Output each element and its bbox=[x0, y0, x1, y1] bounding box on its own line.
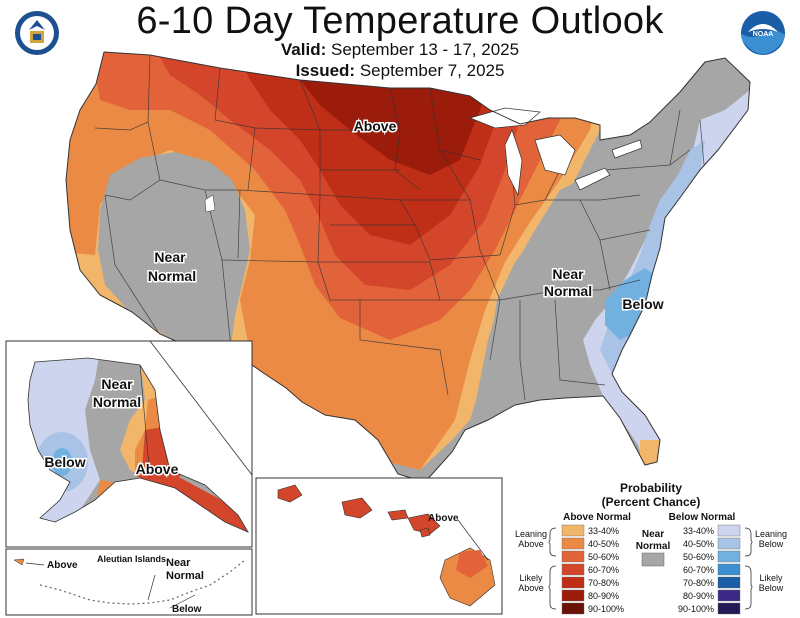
great-lakes bbox=[204, 107, 643, 213]
legend-above-label: 80-90% bbox=[588, 591, 619, 601]
legend-title-2: (Percent Chance) bbox=[602, 495, 701, 509]
label-aleutian-near-1: Near bbox=[166, 557, 191, 569]
legend-below-swatch bbox=[717, 550, 741, 563]
legend-likely-below-2: Below bbox=[759, 583, 784, 593]
commerce-seal-icon bbox=[15, 11, 59, 55]
legend-title-1: Probability bbox=[620, 481, 682, 495]
legend-leaning-below-1: Leaning bbox=[755, 529, 787, 539]
valid-line: Valid: September 13 - 17, 2025 bbox=[0, 40, 800, 60]
label-near-east-2: Normal bbox=[544, 283, 592, 299]
legend-below-swatch bbox=[717, 524, 741, 537]
legend-above-label: 40-50% bbox=[588, 539, 619, 549]
issued-date: September 7, 2025 bbox=[359, 61, 505, 80]
legend-above-label: 70-80% bbox=[588, 578, 619, 588]
valid-label: Valid: bbox=[280, 40, 327, 59]
legend-above-label: 90-100% bbox=[588, 604, 624, 614]
legend-below-label: 80-90% bbox=[683, 591, 714, 601]
legend: Probability (Percent Chance) Above Norma… bbox=[515, 481, 787, 615]
legend-above-swatch bbox=[561, 563, 585, 576]
legend-below-swatch bbox=[717, 537, 741, 550]
label-aleutian-above: Above bbox=[47, 560, 78, 571]
legend-likely-below-1: Likely bbox=[759, 573, 783, 583]
label-below-east: Below bbox=[622, 296, 663, 312]
legend-above-header: Above Normal bbox=[563, 512, 631, 523]
legend-above-swatch bbox=[561, 524, 585, 537]
page-title: 6-10 Day Temperature Outlook bbox=[136, 0, 664, 42]
legend-below-label: 40-50% bbox=[683, 539, 714, 549]
legend-near-header-2: Normal bbox=[636, 541, 671, 552]
legend-above-swatch bbox=[561, 537, 585, 550]
legend-below-swatch bbox=[717, 602, 741, 615]
legend-above-swatches: 33-40% 40-50% 50-60% 60-70% 70-80% 80-90% 90-1… bbox=[561, 524, 624, 615]
label-aleutian-islands: Aleutian Islands bbox=[97, 554, 166, 564]
legend-below-header: Below Normal bbox=[669, 512, 736, 523]
legend-leaning-above-2: Above bbox=[518, 539, 544, 549]
aleutian-inset: Above Aleutian Islands Near Normal Below bbox=[5, 548, 253, 616]
legend-above-swatch bbox=[561, 602, 585, 615]
label-above-north: Above bbox=[354, 118, 397, 134]
label-hawaii-above: Above bbox=[428, 513, 459, 524]
label-aleutian-near-2: Normal bbox=[166, 570, 204, 582]
label-near-west-2: Normal bbox=[148, 268, 196, 284]
legend-below-label: 70-80% bbox=[683, 578, 714, 588]
issued-label: Issued: bbox=[295, 61, 356, 80]
label-near-west-1: Near bbox=[154, 249, 186, 265]
noaa-logo-text: NOAA bbox=[753, 31, 774, 38]
label-alaska-near-2: Normal bbox=[93, 394, 141, 410]
label-aleutian-below: Below bbox=[172, 604, 202, 615]
conus-map bbox=[66, 52, 750, 480]
bracket-leaning-below bbox=[744, 527, 753, 557]
label-near-east-1: Near bbox=[552, 266, 584, 282]
legend-likely-above-1: Likely bbox=[519, 573, 543, 583]
alaska-inset: Near Normal Below Above bbox=[5, 340, 253, 548]
legend-leaning-above-1: Leaning bbox=[515, 529, 547, 539]
legend-below-label: 33-40% bbox=[683, 526, 714, 536]
legend-near-swatch bbox=[641, 552, 665, 567]
label-alaska-below: Below bbox=[44, 454, 85, 470]
legend-below-swatch bbox=[717, 589, 741, 602]
bracket-likely-below bbox=[744, 565, 753, 610]
legend-below-label: 50-60% bbox=[683, 552, 714, 562]
legend-below-label: 90-100% bbox=[678, 604, 714, 614]
bracket-leaning-above bbox=[548, 527, 557, 557]
valid-dates: September 13 - 17, 2025 bbox=[331, 40, 520, 59]
legend-above-swatch bbox=[561, 576, 585, 589]
legend-above-swatch bbox=[561, 589, 585, 602]
label-alaska-above: Above bbox=[136, 461, 179, 477]
legend-below-swatch bbox=[717, 563, 741, 576]
issued-line: Issued: September 7, 2025 bbox=[0, 61, 800, 81]
legend-leaning-below-2: Below bbox=[759, 539, 784, 549]
legend-above-swatch bbox=[561, 550, 585, 563]
legend-below-swatches: 33-40% 40-50% 50-60% 60-70% 70-80% 80-90% 90-1… bbox=[678, 524, 741, 615]
legend-below-label: 60-70% bbox=[683, 565, 714, 575]
legend-below-swatch bbox=[717, 576, 741, 589]
label-alaska-near-1: Near bbox=[101, 376, 133, 392]
legend-above-label: 60-70% bbox=[588, 565, 619, 575]
legend-above-label: 33-40% bbox=[588, 526, 619, 536]
legend-above-label: 50-60% bbox=[588, 552, 619, 562]
legend-likely-above-2: Above bbox=[518, 583, 544, 593]
bracket-likely-above bbox=[548, 565, 557, 610]
noaa-logo-icon: NOAA bbox=[741, 11, 785, 55]
hawaii-inset: Above bbox=[255, 477, 503, 615]
legend-near-header-1: Near bbox=[642, 529, 664, 540]
